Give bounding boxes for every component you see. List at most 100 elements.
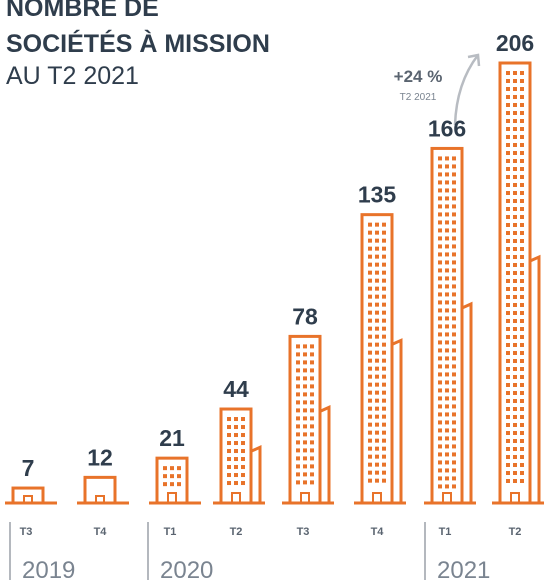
window <box>520 351 524 355</box>
window <box>506 135 510 139</box>
window <box>513 263 517 267</box>
window <box>368 391 372 395</box>
window <box>382 239 386 243</box>
window <box>438 204 442 208</box>
window <box>445 476 449 480</box>
window <box>445 484 449 488</box>
window <box>234 417 238 421</box>
window <box>382 463 386 467</box>
window <box>513 255 517 259</box>
window <box>438 236 442 240</box>
window <box>513 207 517 211</box>
window <box>296 384 300 388</box>
window <box>513 415 517 419</box>
window <box>506 447 510 451</box>
window <box>310 448 314 452</box>
window <box>506 263 510 267</box>
window <box>368 335 372 339</box>
window <box>520 127 524 131</box>
window <box>296 424 300 428</box>
window <box>520 143 524 147</box>
window <box>382 311 386 315</box>
window <box>445 164 449 168</box>
window <box>310 352 314 356</box>
window <box>303 448 307 452</box>
window <box>438 156 442 160</box>
window <box>513 327 517 331</box>
window <box>438 388 442 392</box>
window <box>445 364 449 368</box>
window <box>520 95 524 99</box>
window <box>520 407 524 411</box>
window <box>452 188 456 192</box>
window <box>445 244 449 248</box>
window <box>506 159 510 163</box>
window <box>368 415 372 419</box>
window <box>445 404 449 408</box>
window <box>520 223 524 227</box>
window <box>520 391 524 395</box>
window <box>368 271 372 275</box>
window <box>438 252 442 256</box>
window <box>241 425 245 429</box>
window <box>506 455 510 459</box>
window <box>375 463 379 467</box>
window <box>506 167 510 171</box>
window <box>296 352 300 356</box>
window <box>513 423 517 427</box>
window <box>303 352 307 356</box>
window <box>506 303 510 307</box>
window <box>438 284 442 288</box>
window <box>513 231 517 235</box>
window <box>513 87 517 91</box>
window <box>310 344 314 348</box>
window <box>445 228 449 232</box>
window <box>520 359 524 363</box>
window <box>452 412 456 416</box>
window <box>506 367 510 371</box>
window <box>520 87 524 91</box>
window <box>234 441 238 445</box>
window <box>506 399 510 403</box>
window <box>382 375 386 379</box>
window <box>445 204 449 208</box>
window <box>375 311 379 315</box>
window <box>296 400 300 404</box>
window <box>520 375 524 379</box>
window <box>506 95 510 99</box>
window <box>241 417 245 421</box>
window <box>513 463 517 467</box>
window <box>445 188 449 192</box>
window <box>445 468 449 472</box>
window <box>445 436 449 440</box>
window <box>382 335 386 339</box>
window <box>177 466 181 470</box>
window <box>445 276 449 280</box>
window <box>163 482 167 486</box>
window <box>513 399 517 403</box>
window <box>520 271 524 275</box>
window <box>303 408 307 412</box>
window <box>438 212 442 216</box>
window <box>445 212 449 216</box>
window <box>506 87 510 91</box>
window <box>513 295 517 299</box>
window <box>445 292 449 296</box>
window <box>506 151 510 155</box>
window <box>382 287 386 291</box>
window <box>227 433 231 437</box>
window <box>368 447 372 451</box>
window <box>452 196 456 200</box>
window <box>506 295 510 299</box>
window <box>520 295 524 299</box>
window <box>227 441 231 445</box>
window <box>368 359 372 363</box>
window <box>177 482 181 486</box>
window <box>506 391 510 395</box>
window <box>438 324 442 328</box>
chart: NOMBRE DE SOCIÉTÉS À MISSION AU T2 2021 … <box>0 0 547 580</box>
window <box>382 399 386 403</box>
window <box>382 223 386 227</box>
window <box>506 431 510 435</box>
window <box>170 466 174 470</box>
